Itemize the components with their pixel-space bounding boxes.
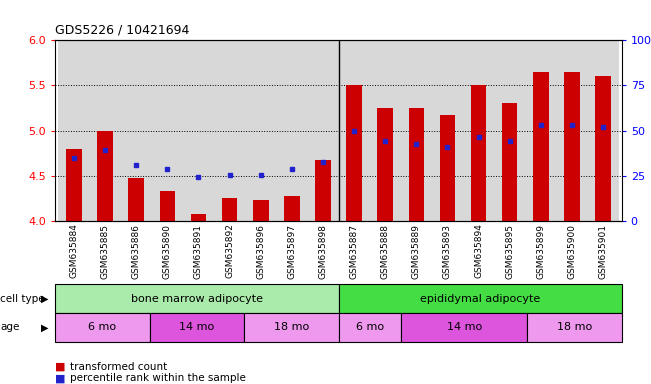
Text: 14 mo: 14 mo [179, 322, 215, 333]
Bar [564, 72, 579, 221]
Bar [152, 40, 183, 221]
Text: ▶: ▶ [41, 322, 49, 333]
Bar [150, 313, 244, 342]
Bar [378, 108, 393, 221]
Bar [557, 40, 587, 221]
Bar [463, 40, 494, 221]
Bar [502, 104, 518, 221]
Bar [401, 40, 432, 221]
Text: ■: ■ [55, 362, 66, 372]
Text: 6 mo: 6 mo [356, 322, 384, 333]
Bar [307, 40, 339, 221]
Text: epididymal adipocyte: epididymal adipocyte [420, 293, 540, 304]
Text: 18 mo: 18 mo [557, 322, 592, 333]
Bar [402, 313, 527, 342]
Bar [339, 284, 622, 313]
Bar [339, 40, 370, 221]
Bar [525, 40, 557, 221]
Bar [339, 313, 402, 342]
Bar [471, 86, 486, 221]
Bar [409, 108, 424, 221]
Text: cell type: cell type [0, 293, 45, 304]
Bar [159, 191, 175, 221]
Text: 14 mo: 14 mo [447, 322, 482, 333]
Text: ■: ■ [55, 373, 66, 383]
Bar [90, 40, 120, 221]
Bar [370, 40, 401, 221]
Bar [533, 72, 549, 221]
Bar [432, 40, 463, 221]
Text: bone marrow adipocyte: bone marrow adipocyte [131, 293, 263, 304]
Text: ▶: ▶ [41, 293, 49, 304]
Bar [183, 40, 214, 221]
Bar [284, 197, 299, 221]
Bar [276, 40, 307, 221]
Text: age: age [0, 322, 20, 333]
Text: GDS5226 / 10421694: GDS5226 / 10421694 [55, 23, 189, 36]
Bar [222, 198, 238, 221]
Bar [128, 179, 144, 221]
Bar [587, 40, 618, 221]
Text: transformed count: transformed count [70, 362, 167, 372]
Bar [494, 40, 525, 221]
Bar [595, 76, 611, 221]
Bar [346, 86, 362, 221]
Bar [98, 131, 113, 221]
Bar [253, 200, 268, 221]
Text: percentile rank within the sample: percentile rank within the sample [70, 373, 245, 383]
Bar [191, 214, 206, 221]
Bar [120, 40, 152, 221]
Bar [214, 40, 245, 221]
Text: 18 mo: 18 mo [273, 322, 309, 333]
Bar [55, 313, 150, 342]
Bar [439, 115, 455, 221]
Bar [245, 40, 276, 221]
Bar [527, 313, 622, 342]
Bar [55, 284, 339, 313]
Bar [59, 40, 90, 221]
Bar [244, 313, 339, 342]
Bar [66, 149, 82, 221]
Bar [315, 161, 331, 221]
Text: 6 mo: 6 mo [89, 322, 117, 333]
